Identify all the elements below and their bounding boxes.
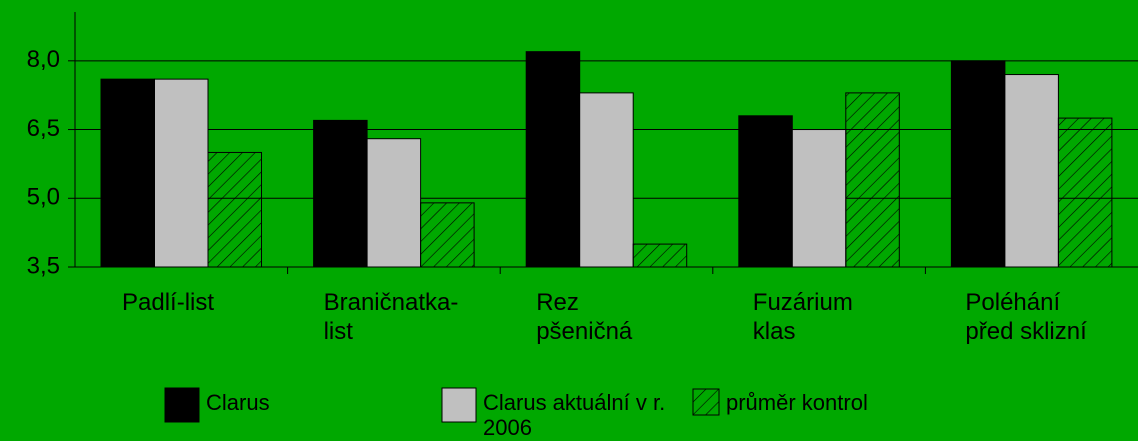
legend-swatch xyxy=(441,387,477,423)
y-tick-label: 6,5 xyxy=(27,115,60,142)
y-tick-label: 5,0 xyxy=(27,184,60,211)
x-tick-label: Padlí-list xyxy=(122,289,215,316)
bar xyxy=(420,202,475,268)
bar xyxy=(154,78,209,268)
bar xyxy=(579,92,634,268)
y-tick-label: 3,5 xyxy=(27,252,60,279)
bar xyxy=(950,60,1006,268)
bar xyxy=(632,243,688,268)
y-tick-label: 8,0 xyxy=(27,46,60,73)
legend-swatch xyxy=(164,387,200,423)
x-tick-label: Fuzárium klas xyxy=(752,289,853,345)
legend-label: Clarus aktuální v r. 2006 xyxy=(483,390,666,440)
bar xyxy=(845,92,900,268)
x-tick-label: Rez pšeničná xyxy=(536,289,633,345)
legend-label: Clarus xyxy=(206,390,270,415)
bar xyxy=(525,51,581,268)
bar xyxy=(207,151,262,268)
x-tick-label: Braničnatka- list xyxy=(323,289,459,345)
bar xyxy=(738,115,793,268)
bar xyxy=(1057,117,1113,268)
bar xyxy=(100,78,155,268)
bar xyxy=(791,129,847,268)
bar xyxy=(313,119,368,268)
bar xyxy=(1004,74,1059,268)
bar xyxy=(366,138,422,268)
x-tick-label: Poléhání před sklizní xyxy=(965,289,1087,345)
legend-swatch xyxy=(692,388,720,416)
legend-label: průměr kontrol xyxy=(726,390,868,415)
